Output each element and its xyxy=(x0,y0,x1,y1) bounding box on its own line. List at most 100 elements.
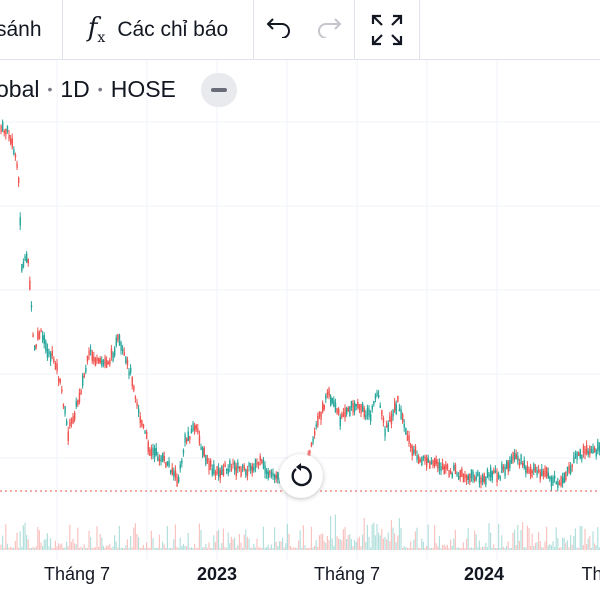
candle-body xyxy=(406,435,409,441)
volume-bar xyxy=(581,526,583,550)
candle-body xyxy=(386,424,388,428)
candle-body xyxy=(5,128,7,135)
redo-icon[interactable] xyxy=(316,16,342,44)
volume-bar xyxy=(176,546,178,550)
candle-body xyxy=(216,466,218,475)
volume-bar xyxy=(338,538,340,550)
volume-bar xyxy=(2,535,4,550)
volume-bar xyxy=(154,548,156,550)
volume-bar xyxy=(6,543,8,550)
candle-body xyxy=(251,464,253,473)
volume-bar xyxy=(222,528,224,550)
volume-bar xyxy=(163,544,165,550)
candle-body xyxy=(355,404,357,407)
volume-bar xyxy=(517,524,519,550)
volume-bar xyxy=(189,547,191,550)
candle-body xyxy=(250,466,252,471)
candle-body xyxy=(488,474,490,477)
volume-bar xyxy=(370,547,372,550)
volume-bar xyxy=(378,532,380,550)
candle-body xyxy=(470,469,473,479)
candle-body xyxy=(382,417,385,423)
volume-bar xyxy=(590,547,592,550)
candle-body xyxy=(422,455,425,459)
candle-body xyxy=(70,418,73,424)
candle-body xyxy=(445,464,447,469)
candle-body xyxy=(246,470,249,476)
candle-body xyxy=(139,416,141,423)
volume-bar xyxy=(554,546,556,550)
candle-body xyxy=(323,404,325,410)
volume-bar xyxy=(347,535,349,550)
reset-chart-button[interactable] xyxy=(279,454,323,498)
volume-bar xyxy=(91,547,93,550)
volume-bar xyxy=(187,532,189,550)
volume-bar xyxy=(408,547,410,550)
volume-bar xyxy=(446,544,448,550)
candle-body xyxy=(446,464,449,470)
volume-bar xyxy=(197,547,199,550)
candle-body xyxy=(429,461,431,469)
volume-bar xyxy=(74,543,76,550)
candle-body xyxy=(136,402,138,407)
volume-bar xyxy=(574,528,576,550)
candle-body xyxy=(405,427,407,435)
volume-bar xyxy=(267,544,269,550)
candle-body xyxy=(178,477,180,482)
candle-body xyxy=(198,435,201,444)
candle-body xyxy=(482,475,484,482)
candle-body xyxy=(526,465,529,473)
candle-body xyxy=(78,392,81,403)
volume-bar xyxy=(13,547,15,550)
volume-bar xyxy=(472,547,474,550)
volume-bar xyxy=(566,540,568,550)
candle-body xyxy=(133,385,135,391)
candle-body xyxy=(93,356,95,362)
candle-body xyxy=(237,461,239,469)
volume-bar xyxy=(237,545,239,550)
volume-bar xyxy=(341,540,343,550)
candle-body xyxy=(462,473,465,483)
candle-body xyxy=(24,256,26,261)
candle-body xyxy=(234,461,236,471)
volume-bar xyxy=(562,537,564,550)
volume-bar xyxy=(270,544,272,550)
volume-bar xyxy=(192,547,194,550)
candle-body xyxy=(42,335,44,341)
candle-body xyxy=(592,446,594,454)
toolbar-divider xyxy=(354,0,355,60)
volume-bar xyxy=(510,548,512,550)
volume-bar xyxy=(93,547,95,550)
candle-body xyxy=(264,465,266,474)
candle-body xyxy=(102,360,105,365)
collapse-legend-button[interactable] xyxy=(201,73,237,107)
candle-body xyxy=(3,130,5,134)
candle-body xyxy=(352,402,354,413)
volume-bar xyxy=(133,527,135,550)
candle-body xyxy=(326,391,329,395)
volume-bar xyxy=(152,538,154,550)
volume-bar xyxy=(374,535,376,550)
candle-body xyxy=(397,396,399,402)
volume-bar xyxy=(394,533,396,550)
candle-body xyxy=(232,462,234,465)
volume-bar xyxy=(397,535,399,550)
candle-body xyxy=(557,481,559,488)
candle-body xyxy=(443,466,445,475)
candle-body xyxy=(477,472,479,477)
x-tick-label: Tháng 7 xyxy=(313,564,381,584)
volume-bar xyxy=(195,547,197,550)
candle-body xyxy=(418,456,420,464)
volume-bar xyxy=(261,547,263,550)
fullscreen-button[interactable] xyxy=(355,0,419,60)
compare-button[interactable]: sánh xyxy=(0,0,62,60)
volume-bar xyxy=(170,547,172,550)
indicators-button[interactable]: fx Các chỉ báo xyxy=(63,0,253,60)
candle-body xyxy=(354,402,356,412)
volume-bar xyxy=(94,547,96,550)
volume-bar xyxy=(179,537,181,550)
volume-bar xyxy=(442,544,444,550)
candle-body xyxy=(589,445,591,455)
volume-bar xyxy=(130,536,132,550)
undo-icon[interactable] xyxy=(266,16,292,44)
